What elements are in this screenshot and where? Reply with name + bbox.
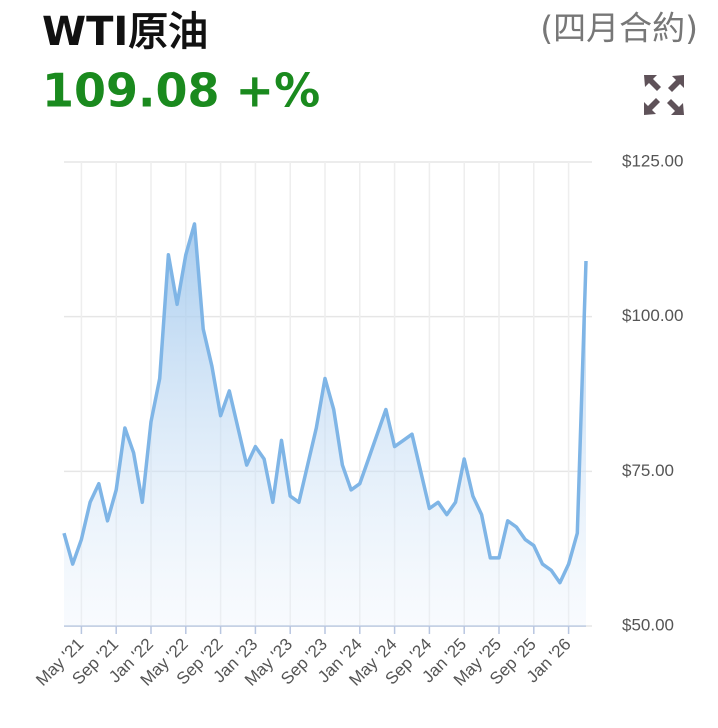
area	[64, 223, 586, 626]
y-tick-label: $100.00	[622, 306, 683, 325]
y-tick-label: $50.00	[622, 615, 674, 634]
expand-icon[interactable]	[644, 75, 684, 115]
line	[62, 222, 588, 585]
price: 109.08 +%	[42, 64, 320, 118]
chart-title: WTI原油	[42, 9, 208, 55]
subtitle: (四月合約)	[540, 9, 698, 48]
y-tick-label: $125.00	[622, 151, 683, 170]
y-tick-label: $75.00	[622, 461, 674, 480]
